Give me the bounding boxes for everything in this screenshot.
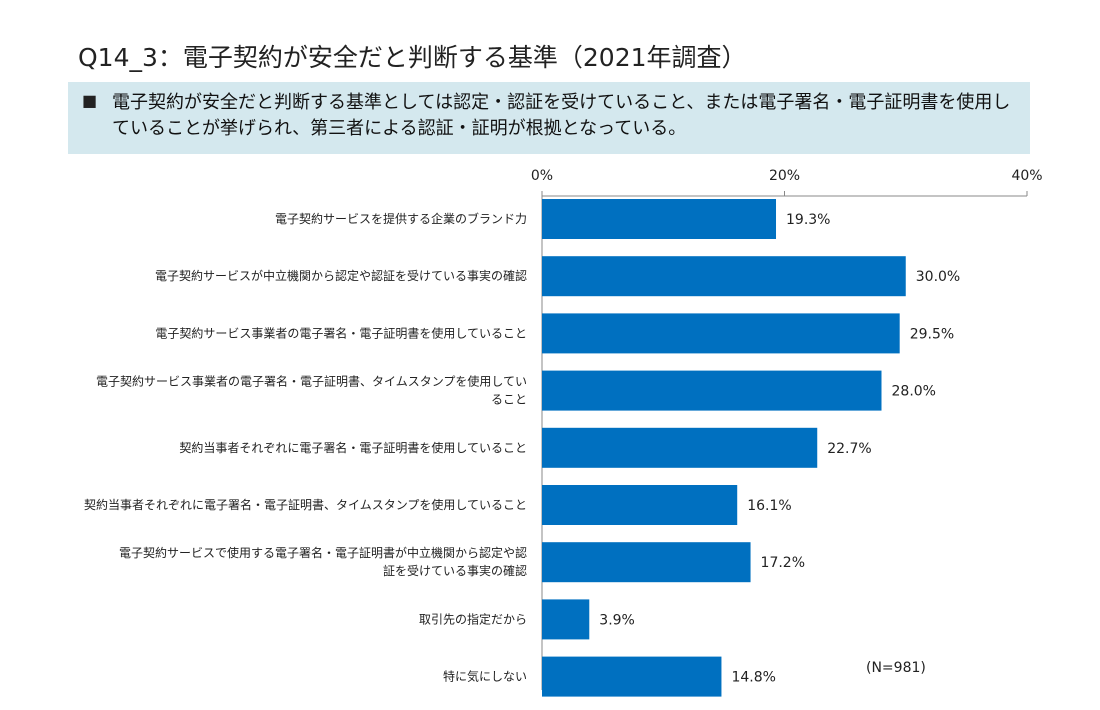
data-label: 14.8% <box>731 670 775 686</box>
bar <box>542 370 882 411</box>
data-label: 30.0% <box>916 269 960 285</box>
data-label: 29.5% <box>910 326 954 342</box>
data-label: 19.3% <box>786 212 830 228</box>
page-title: Q14_3：電子契約が安全だと判断する基準（2021年調査） <box>78 43 747 72</box>
data-label: 3.9% <box>599 612 635 628</box>
category-label: 電子契約サービスで使用する電子署名・電子証明書が中立機関から認定や認 <box>119 545 527 560</box>
summary-bullet: ■ <box>82 91 98 110</box>
bar <box>542 199 777 239</box>
bar <box>542 256 906 297</box>
x-tick-label: 40% <box>1011 168 1042 184</box>
category-label: 電子契約サービス事業者の電子署名・電子証明書、タイムスタンプを使用してい <box>96 374 527 389</box>
bar <box>542 485 738 525</box>
data-label: 17.2% <box>761 555 805 571</box>
data-label: 16.1% <box>747 498 791 514</box>
category-label: 特に気にしない <box>443 669 527 684</box>
data-label: 22.7% <box>827 441 871 457</box>
data-label: 28.0% <box>892 384 936 400</box>
x-tick-label: 0% <box>531 168 553 184</box>
category-label: 契約当事者それぞれに電子署名・電子証明書、タイムスタンプを使用していること <box>84 497 527 512</box>
category-label: ること <box>491 393 527 407</box>
bar <box>542 599 590 640</box>
summary-text: 電子契約が安全だと判断する基準としては認定・認証を受けていること、または電子署名… <box>112 92 1011 139</box>
bar <box>542 656 722 697</box>
category-label: 証を受けている事実の確認 <box>383 563 527 578</box>
bar <box>542 427 818 468</box>
category-label: 電子契約サービスを提供する企業のブランド力 <box>275 211 527 226</box>
bar <box>542 313 900 354</box>
bar <box>542 542 751 583</box>
category-label: 取引先の指定だから <box>419 611 527 626</box>
summary-box: ■ 電子契約が安全だと判断する基準としては認定・認証を受けていること、または電子… <box>68 82 1030 154</box>
sample-size-note: (N=981) <box>866 660 926 676</box>
x-tick-label: 20% <box>769 168 800 184</box>
category-label: 電子契約サービスが中立機関から認定や認証を受けている事実の確認 <box>155 268 527 283</box>
category-label: 電子契約サービス事業者の電子署名・電子証明書を使用していること <box>155 325 527 340</box>
category-label: 契約当事者それぞれに電子署名・電子証明書を使用していること <box>179 440 527 455</box>
